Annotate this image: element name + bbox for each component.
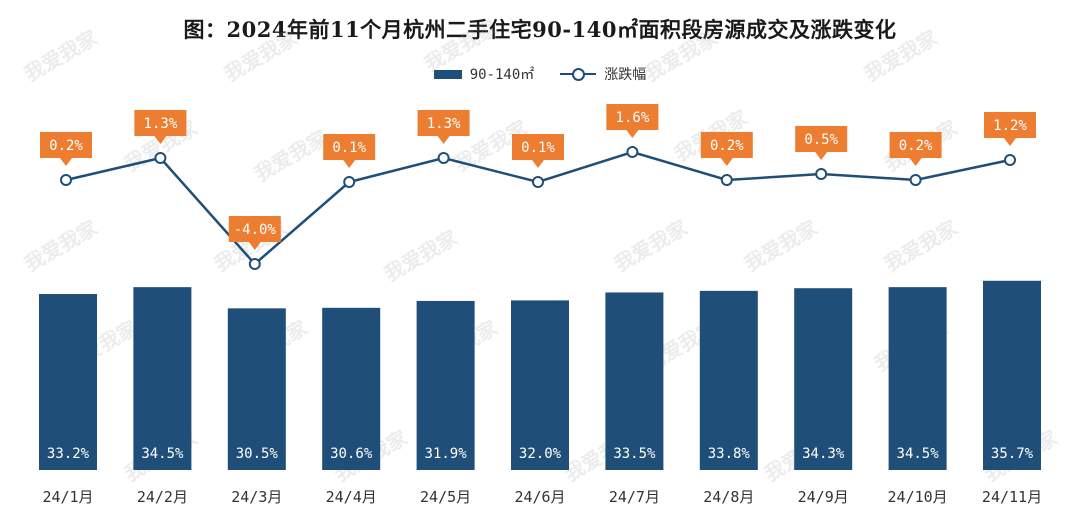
x-tick-label: 24/3月 — [231, 488, 282, 506]
series-line — [65, 150, 1011, 266]
line-value-label: 1.2% — [993, 118, 1027, 134]
x-tick-label: 24/11月 — [982, 488, 1042, 506]
x-tick-label: 24/5月 — [420, 488, 471, 506]
bar-value-label: 34.3% — [802, 446, 845, 462]
bar — [888, 287, 947, 470]
bar-value-label: 30.5% — [236, 446, 279, 462]
x-tick-label: 24/9月 — [798, 488, 849, 506]
x-tick-label: 24/8月 — [703, 488, 754, 506]
bar — [699, 290, 758, 470]
legend-line-marker — [560, 67, 597, 81]
line-value-label: 0.1% — [521, 140, 555, 156]
line-value-label: 1.3% — [144, 116, 178, 132]
x-tick-label: 24/4月 — [326, 488, 377, 506]
line-value-callout — [795, 126, 848, 160]
line-value-callout — [606, 104, 659, 138]
line-value-callout — [700, 132, 753, 166]
line-value-callout — [417, 110, 470, 144]
legend-line-label: 涨跌幅 — [604, 67, 647, 83]
legend-bar-swatch — [433, 69, 462, 79]
bar-value-label: 30.6% — [330, 446, 373, 462]
bar — [794, 288, 853, 470]
line-point — [248, 258, 261, 270]
line-value-label: 0.1% — [332, 140, 366, 156]
line-value-callout — [134, 110, 187, 144]
chart-title: 图：2024年前11个月杭州二手住宅90-140㎡面积段房源成交及涨跌变化 — [183, 17, 897, 42]
bar-value-label: 34.5% — [897, 446, 940, 462]
x-tick-label: 24/2月 — [137, 488, 188, 506]
line-value-label: 0.2% — [710, 138, 744, 154]
bar — [416, 300, 475, 470]
bar-value-label: 35.7% — [991, 446, 1034, 462]
line-value-label: 0.5% — [804, 132, 838, 148]
legend-item-bar: 90-140㎡ — [433, 64, 535, 84]
line-value-callout — [228, 216, 281, 250]
bar-value-label: 33.5% — [613, 446, 656, 462]
line-value-label: -4.0% — [234, 222, 277, 238]
bar-value-label: 31.9% — [425, 446, 468, 462]
line-value-callout — [40, 132, 92, 166]
line-value-label: 0.2% — [899, 138, 933, 154]
line-point — [60, 174, 72, 186]
bar — [39, 294, 97, 470]
x-tick-label: 24/6月 — [514, 488, 565, 506]
line-value-label: 1.3% — [427, 116, 461, 132]
line-value-callout — [889, 132, 942, 166]
bar — [511, 300, 569, 470]
line-value-label: 1.6% — [616, 110, 650, 126]
line-point — [626, 146, 639, 158]
line-value-label: 0.2% — [49, 138, 83, 154]
x-tick-label: 24/1月 — [42, 488, 93, 506]
bar — [133, 287, 192, 470]
x-tick-label: 24/10月 — [888, 488, 948, 506]
line-point — [343, 176, 356, 188]
line-point — [909, 174, 922, 186]
bar-value-label: 34.5% — [141, 446, 184, 462]
bar-value-label: 32.0% — [519, 446, 562, 462]
line-value-callout — [323, 134, 376, 168]
bar-value-label: 33.8% — [708, 446, 751, 462]
bar — [322, 307, 381, 470]
line-point — [1004, 154, 1016, 166]
legend-item-line: 涨跌幅 — [560, 64, 646, 84]
line-point — [720, 174, 733, 186]
line-value-callout — [984, 112, 1036, 146]
line-point — [154, 152, 167, 164]
line-value-callout — [512, 134, 564, 168]
line-point — [815, 168, 828, 180]
x-tick-label: 24/7月 — [609, 488, 660, 506]
bar — [605, 292, 664, 470]
legend: 90-140㎡ 涨跌幅 — [0, 62, 1080, 86]
bar-value-label: 33.2% — [47, 446, 90, 462]
line-point — [532, 176, 544, 188]
legend-bar-label: 90-140㎡ — [469, 67, 535, 83]
bar — [227, 308, 286, 470]
bar — [983, 280, 1041, 470]
line-point — [437, 152, 450, 164]
